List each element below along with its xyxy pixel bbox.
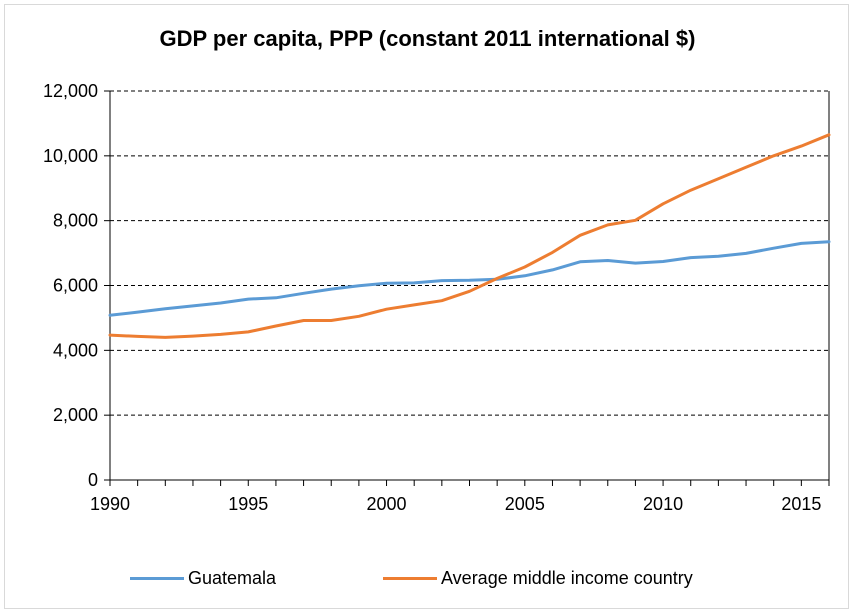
y-tick-label: 6,000 bbox=[53, 276, 98, 296]
legend-item-middle-income: Average middle income country bbox=[383, 566, 693, 590]
x-tick-label: 1995 bbox=[228, 494, 268, 514]
x-tick-label: 2010 bbox=[643, 494, 683, 514]
y-tick-label: 2,000 bbox=[53, 405, 98, 425]
series-line-middle-income bbox=[108, 133, 831, 339]
y-axis-ticks: 0 2,000 4,000 6,000 8,000 10,000 12,000 bbox=[43, 81, 110, 490]
gridlines bbox=[110, 90, 829, 416]
series-lines bbox=[108, 133, 831, 339]
x-tick-label: 1990 bbox=[90, 494, 130, 514]
x-tick-label: 2000 bbox=[367, 494, 407, 514]
legend-swatch-middle-income bbox=[383, 576, 437, 580]
legend-swatch-guatemala bbox=[130, 576, 184, 580]
legend-label-middle-income: Average middle income country bbox=[441, 567, 693, 588]
x-axis-ticks: 1990 1995 2000 2005 2010 2015 bbox=[90, 480, 830, 514]
y-tick-label: 10,000 bbox=[43, 146, 98, 166]
legend-label-guatemala: Guatemala bbox=[188, 567, 277, 588]
y-tick-label: 12,000 bbox=[43, 81, 98, 101]
y-tick-label: 8,000 bbox=[53, 211, 98, 231]
x-tick-label: 2015 bbox=[781, 494, 821, 514]
y-tick-label: 4,000 bbox=[53, 340, 98, 360]
x-tick-label: 2005 bbox=[505, 494, 545, 514]
legend-item-guatemala: Guatemala bbox=[130, 566, 276, 590]
chart-frame bbox=[4, 4, 849, 609]
y-tick-label: 0 bbox=[88, 470, 98, 490]
series-line-guatemala bbox=[108, 240, 831, 317]
chart-title: GDP per capita, PPP (constant 2011 inter… bbox=[159, 26, 696, 51]
